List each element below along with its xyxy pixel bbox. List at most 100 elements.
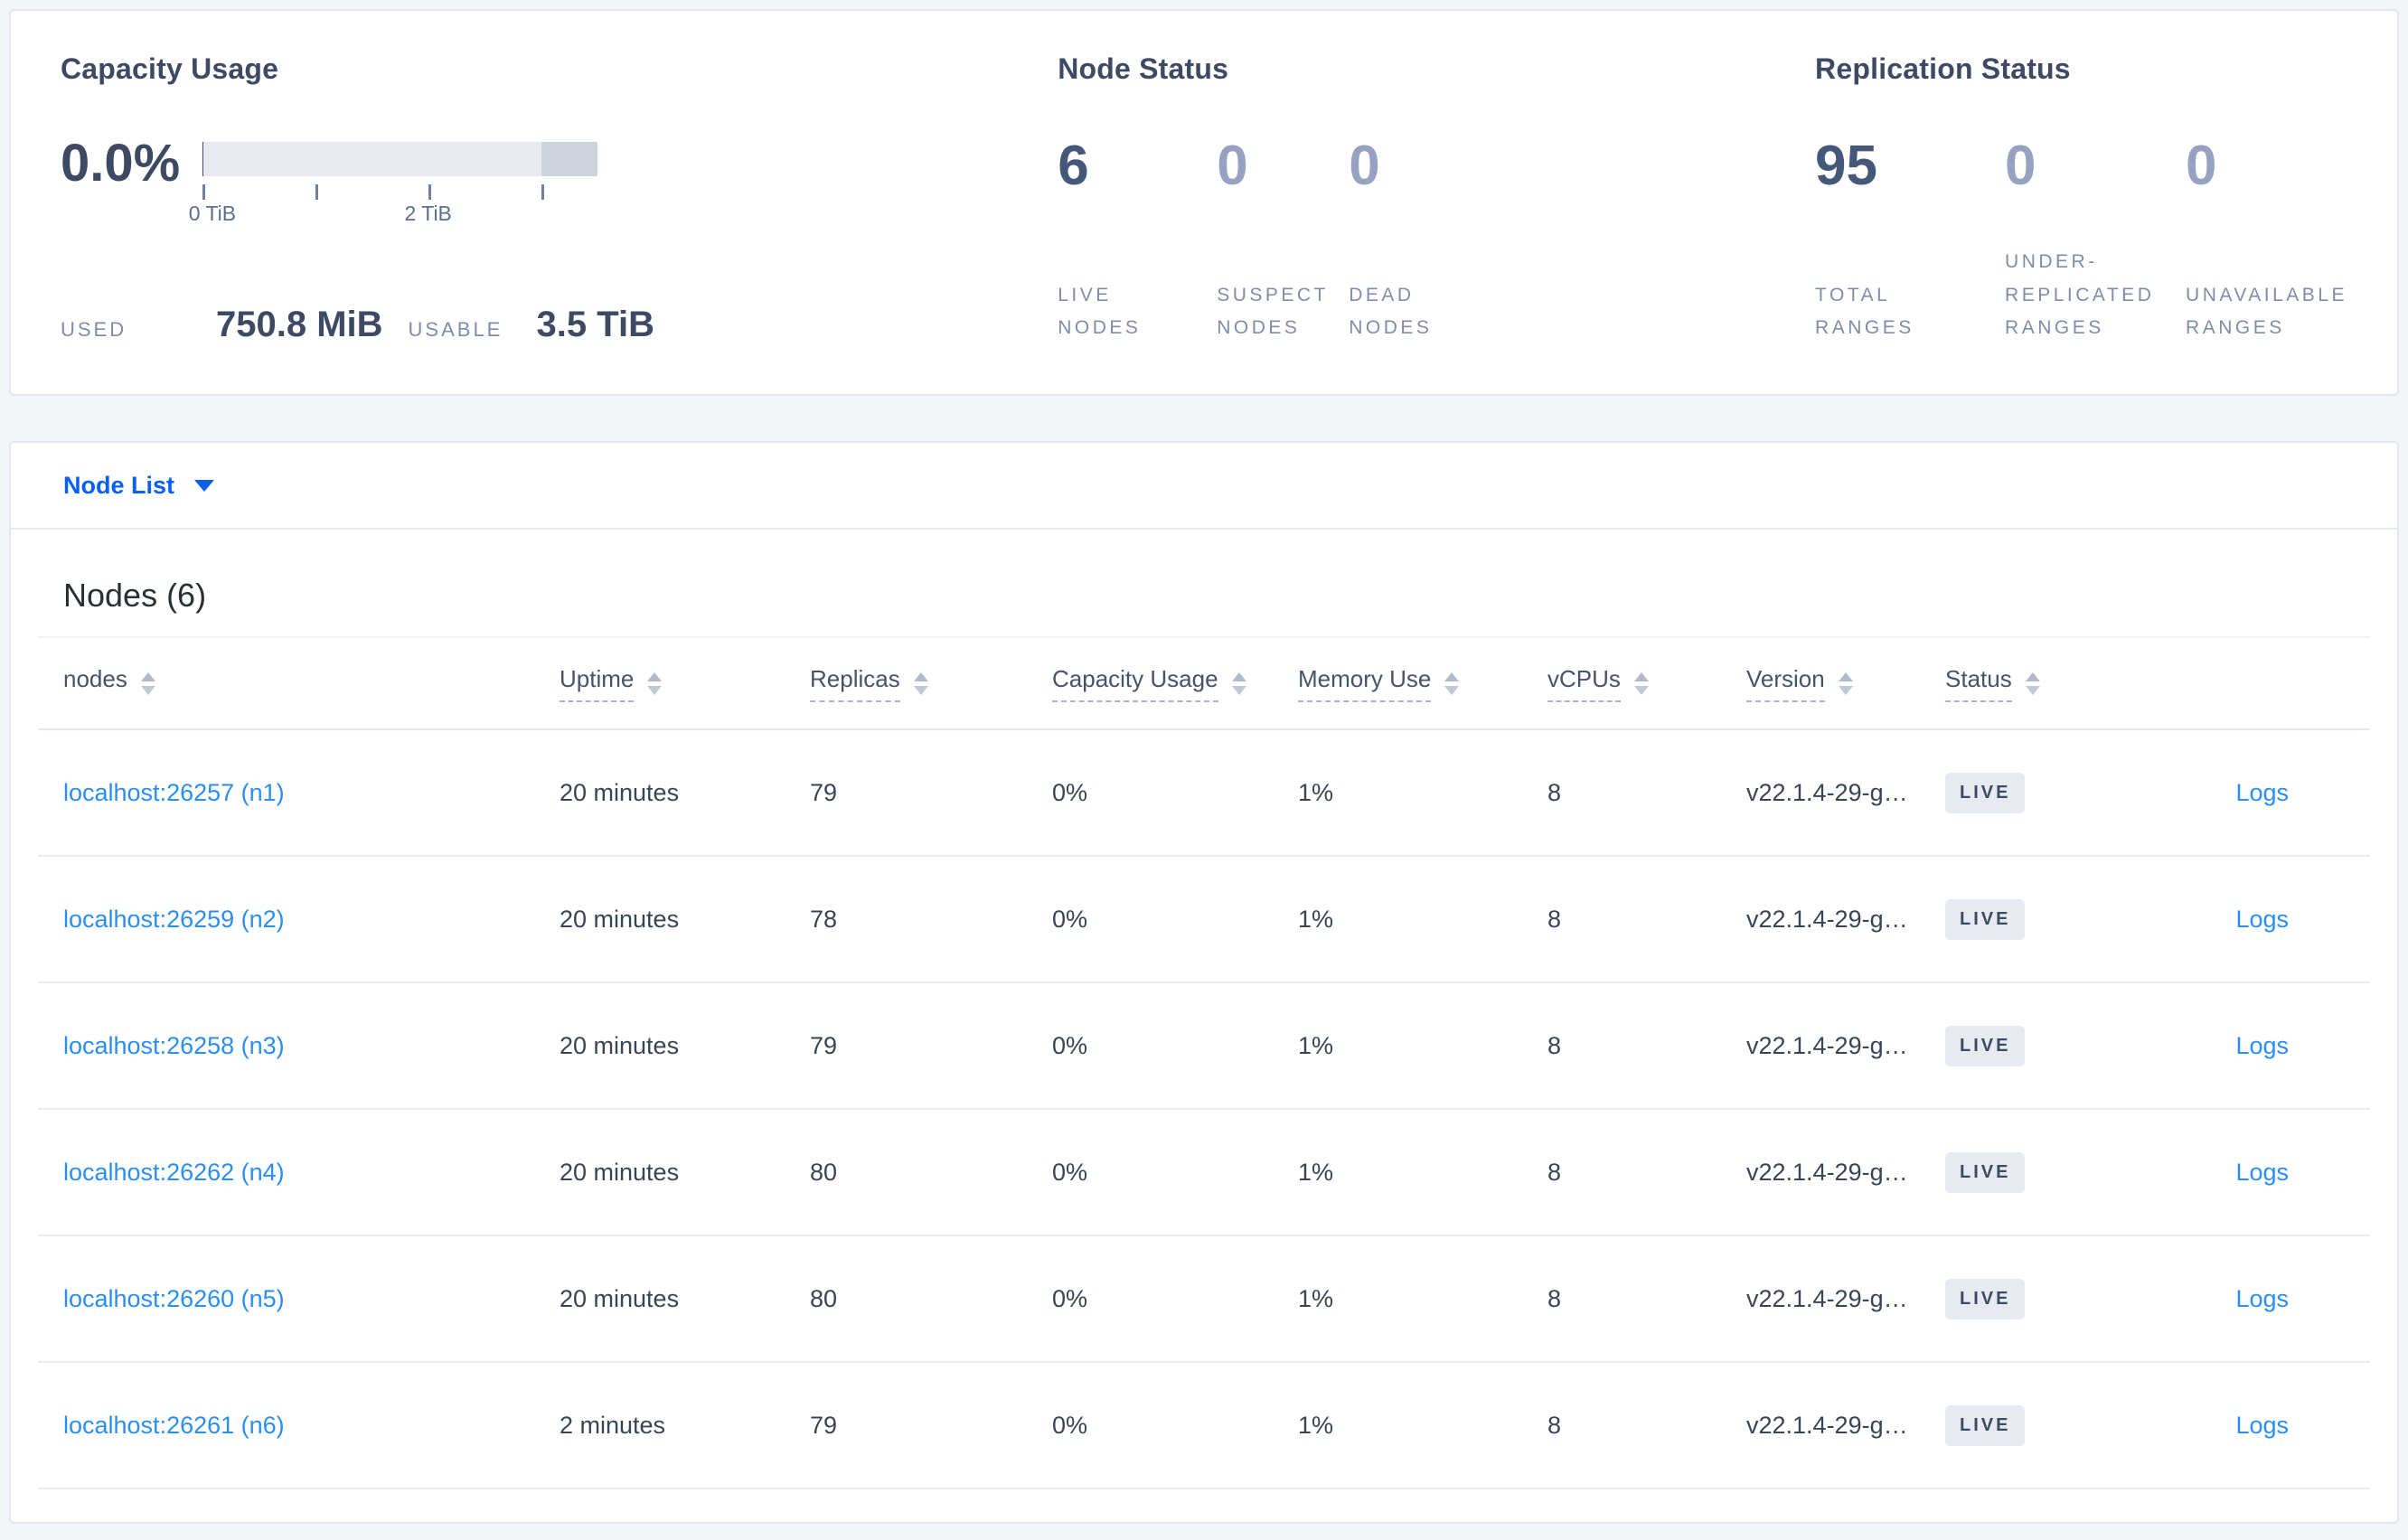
sort-icon[interactable] (647, 671, 663, 695)
under-replicated-ranges-label: UNDER-REPLICATED RANGES (2005, 250, 2155, 339)
column-header-memory-use[interactable]: Memory Use (1298, 665, 1547, 702)
usable-label: USABLE (408, 318, 503, 341)
uptime-cell: 20 minutes (560, 1158, 680, 1186)
replication-status-section: Replication Status 95 TOTAL RANGES 0 UND… (1815, 52, 2347, 345)
version-cell: v22.1.4-29-g… (1746, 905, 1908, 933)
total-ranges-label: TOTAL RANGES (1815, 284, 1914, 339)
dead-nodes-value: 0 (1349, 135, 1380, 197)
status-badge: LIVE (1945, 1025, 2026, 1066)
suspect-nodes-value: 0 (1217, 135, 1248, 197)
live-nodes-label: LIVE NODES (1058, 284, 1142, 339)
replicas-cell: 79 (810, 778, 838, 806)
logs-link[interactable]: Logs (2235, 1031, 2289, 1059)
node-link[interactable]: localhost:26261 (n6) (63, 1411, 285, 1439)
node-link[interactable]: localhost:26258 (n3) (63, 1031, 285, 1059)
status-cell: LIVE (1945, 1278, 2108, 1319)
node-status-section: Node Status 6 LIVE NODES 0 SUSPECT NODES… (1058, 52, 1815, 345)
sort-icon[interactable] (1231, 671, 1246, 695)
total-ranges-stat: 95 TOTAL RANGES (1815, 86, 2005, 345)
node-status-stats: 6 LIVE NODES 0 SUSPECT NODES 0 DEAD NODE… (1058, 86, 1815, 345)
memory-cell: 1% (1298, 1031, 1334, 1059)
vcpus-cell: 8 (1547, 778, 1562, 806)
used-label: USED (61, 318, 127, 341)
logs-link[interactable]: Logs (2235, 778, 2289, 806)
logs-link[interactable]: Logs (2235, 1284, 2289, 1312)
memory-cell: 1% (1298, 1284, 1334, 1312)
version-cell: v22.1.4-29-g… (1746, 778, 1908, 806)
node-link[interactable]: localhost:26262 (n4) (63, 1158, 285, 1186)
capacity-bar-reserved-segment (541, 142, 597, 176)
vcpus-cell: 8 (1547, 1284, 1562, 1312)
nodes-count-heading: Nodes (6) (63, 577, 207, 614)
under-replicated-ranges-value: 0 (2005, 135, 2036, 197)
vcpus-cell: 8 (1547, 1158, 1562, 1186)
logs-cell: Logs (2235, 1285, 2345, 1313)
under-replicated-ranges-stat: 0 UNDER-REPLICATED RANGES (2005, 86, 2186, 345)
uptime-cell: 20 minutes (560, 905, 680, 933)
live-nodes-value: 6 (1058, 135, 1089, 197)
logs-cell: Logs (2235, 1412, 2345, 1440)
sort-icon[interactable] (140, 671, 155, 695)
usable-value: 3.5 TiB (536, 305, 654, 344)
capacity-cell: 0% (1052, 1411, 1088, 1439)
chevron-down-icon[interactable] (194, 479, 215, 492)
axis-tick (428, 184, 431, 200)
version-cell: v22.1.4-29-g… (1746, 1158, 1908, 1186)
replicas-cell: 79 (810, 1411, 838, 1439)
unavailable-ranges-stat: 0 UNAVAILABLE RANGES (2186, 86, 2347, 345)
column-header-replicas[interactable]: Replicas (810, 665, 1052, 702)
node-list-dropdown[interactable]: Node List (63, 471, 175, 499)
column-header-capacity-usage[interactable]: Capacity Usage (1052, 665, 1298, 702)
sort-icon[interactable] (913, 671, 928, 695)
sort-icon[interactable] (1838, 671, 1853, 695)
memory-cell: 1% (1298, 905, 1334, 933)
axis-tick (541, 184, 544, 200)
logs-cell: Logs (2235, 1032, 2345, 1060)
capacity-usage-chart: 0.0% 0 TiB 2 TiB (52, 136, 1058, 227)
capacity-cell: 0% (1052, 1284, 1088, 1312)
uptime-cell: 20 minutes (560, 778, 680, 806)
column-header-vcpus[interactable]: vCPUs (1547, 665, 1746, 702)
replication-status-title: Replication Status (1815, 52, 2071, 85)
status-badge: LIVE (1945, 772, 2026, 813)
version-cell: v22.1.4-29-g… (1746, 1031, 1908, 1059)
version-cell: v22.1.4-29-g… (1746, 1284, 1908, 1312)
status-badge: LIVE (1945, 898, 2026, 940)
nodes-table: nodes Uptime Replicas Capacity Usage Mem… (38, 636, 2370, 1522)
capacity-cell: 0% (1052, 1031, 1088, 1059)
column-header-nodes[interactable]: nodes (63, 665, 560, 702)
sort-icon[interactable] (1444, 671, 1460, 695)
replication-status-stats: 95 TOTAL RANGES 0 UNDER-REPLICATED RANGE… (1815, 86, 2347, 345)
node-link[interactable]: localhost:26257 (n1) (63, 778, 285, 806)
sort-icon[interactable] (1633, 671, 1649, 695)
column-header-status[interactable]: Status (1945, 665, 2108, 702)
node-status-title: Node Status (1058, 52, 1229, 85)
logs-link[interactable]: Logs (2235, 1158, 2289, 1186)
table-row: localhost:26258 (n3) 20 minutes 79 0% 1%… (38, 983, 2370, 1110)
replicas-cell: 79 (810, 1031, 838, 1059)
status-cell: LIVE (1945, 1404, 2108, 1446)
logs-cell: Logs (2235, 906, 2345, 934)
capacity-usage-percent: 0.0% (61, 134, 181, 192)
dead-nodes-label: DEAD NODES (1349, 284, 1433, 339)
node-link[interactable]: localhost:26260 (n5) (63, 1284, 285, 1312)
column-header-version[interactable]: Version (1746, 665, 1945, 702)
column-header-uptime[interactable]: Uptime (560, 665, 810, 702)
uptime-cell: 2 minutes (560, 1411, 666, 1439)
used-value: 750.8 MiB (216, 305, 383, 344)
capacity-axis-ticks (202, 176, 597, 202)
version-cell: v22.1.4-29-g… (1746, 1411, 1908, 1439)
logs-link[interactable]: Logs (2235, 1411, 2289, 1439)
suspect-nodes-stat: 0 SUSPECT NODES (1217, 86, 1349, 345)
live-nodes-stat: 6 LIVE NODES (1058, 86, 1217, 345)
capacity-usage-section: Capacity Usage 0.0% 0 TiB (52, 52, 1058, 345)
node-link[interactable]: localhost:26259 (n2) (63, 905, 285, 933)
axis-tick (315, 184, 318, 200)
sort-icon[interactable] (2025, 671, 2040, 695)
status-badge: LIVE (1945, 1404, 2026, 1446)
axis-tick (202, 184, 205, 200)
table-row: localhost:26257 (n1) 20 minutes 79 0% 1%… (38, 730, 2370, 857)
logs-link[interactable]: Logs (2235, 905, 2289, 933)
logs-cell: Logs (2235, 779, 2345, 807)
capacity-bar-chart: 0 TiB 2 TiB (189, 142, 597, 227)
